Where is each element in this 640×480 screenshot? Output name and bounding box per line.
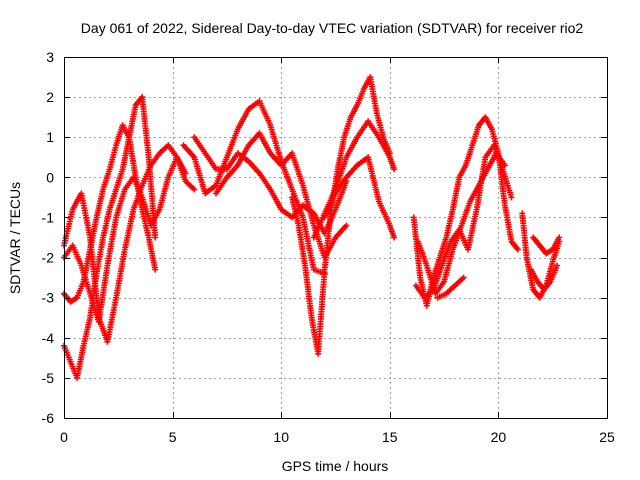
x-tick-label: 0 bbox=[60, 429, 68, 445]
x-tick-label: 25 bbox=[599, 429, 615, 445]
axis-ticks: 0 5 10 15 20 25 -6 -5 -4 -3 -2 -1 0 1 2 3 bbox=[42, 49, 615, 445]
y-axis-label: SDTVAR / TECUs bbox=[7, 182, 23, 294]
series-arc10 bbox=[321, 154, 398, 241]
series-markers bbox=[321, 154, 398, 241]
series-markers bbox=[289, 74, 393, 357]
chart-title: Day 061 of 2022, Sidereal Day-to-day VTE… bbox=[81, 20, 584, 36]
series-arc16 bbox=[530, 234, 563, 257]
y-tick-label: -6 bbox=[42, 410, 55, 426]
series-arc5 bbox=[180, 98, 328, 277]
y-tick-label: 0 bbox=[46, 169, 54, 185]
series-arc8 bbox=[289, 74, 393, 357]
series-markers bbox=[528, 262, 560, 293]
series-arc13 bbox=[415, 150, 508, 297]
y-tick-label: -1 bbox=[42, 209, 55, 225]
y-tick-label: 3 bbox=[46, 49, 54, 65]
series-arc14 bbox=[434, 274, 467, 301]
series-markers bbox=[530, 234, 563, 257]
x-axis-label: GPS time / hours bbox=[282, 458, 389, 474]
x-tick-label: 5 bbox=[169, 429, 177, 445]
series-arc17 bbox=[528, 262, 560, 293]
x-tick-label: 20 bbox=[491, 429, 507, 445]
plot-frame bbox=[64, 57, 608, 419]
y-tick-label: -5 bbox=[42, 370, 55, 386]
series-markers bbox=[180, 98, 328, 277]
x-tick-label: 10 bbox=[273, 429, 289, 445]
series-markers bbox=[434, 274, 467, 301]
y-tick-label: -2 bbox=[42, 250, 55, 266]
series-markers bbox=[415, 150, 508, 297]
data-points bbox=[61, 74, 563, 381]
y-tick-label: 1 bbox=[46, 129, 54, 145]
y-tick-label: 2 bbox=[46, 89, 54, 105]
y-tick-label: -3 bbox=[42, 290, 55, 306]
x-tick-label: 15 bbox=[382, 429, 398, 445]
y-tick-label: -4 bbox=[42, 330, 55, 346]
